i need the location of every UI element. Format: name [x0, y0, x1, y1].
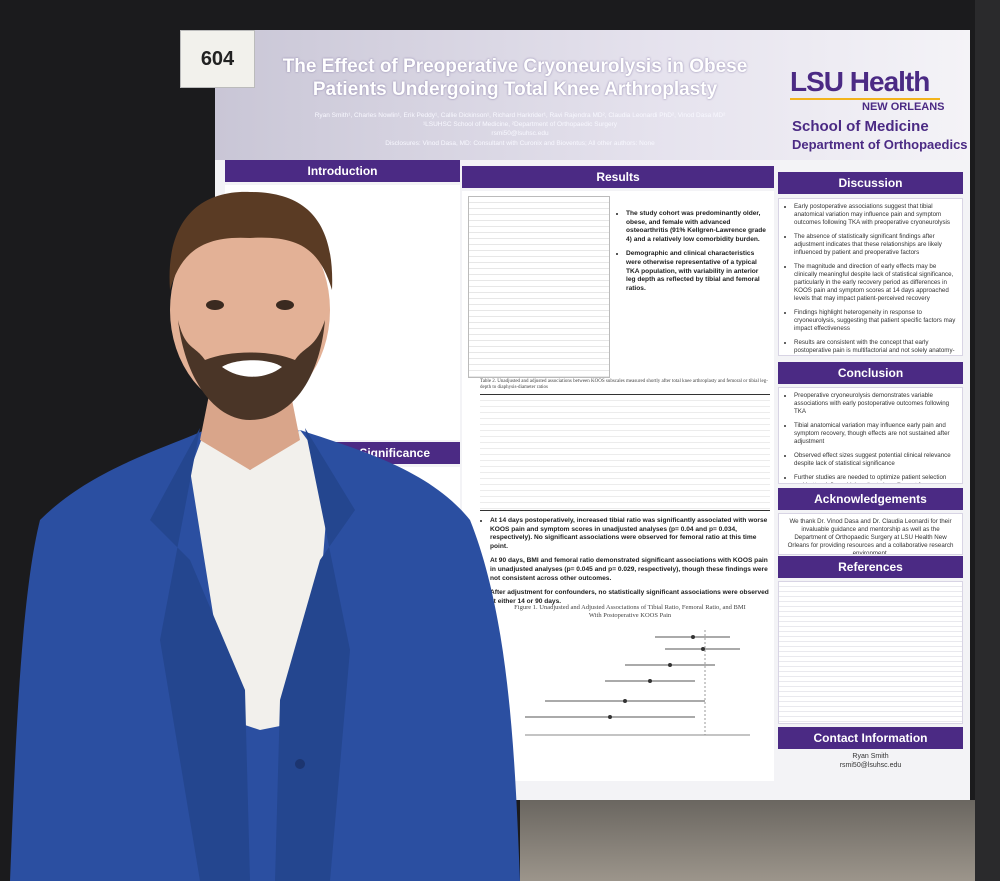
references-box — [778, 581, 963, 724]
section-heading: Results — [462, 166, 774, 188]
floor — [520, 800, 1000, 881]
bullet: At 14 days postoperatively, increased ti… — [490, 517, 770, 551]
bullet: Results are consistent with the concept … — [794, 339, 956, 355]
bullet: Tibial anatomical variation may influenc… — [794, 422, 956, 446]
disclosures: Disclosures: Vinod Dasa, MD: Consultant … — [385, 140, 655, 147]
acknowledgements-text: We thank Dr. Vinod Dasa and Dr. Claudia … — [778, 513, 963, 555]
bullet: Demographic and clinical characteristics… — [626, 250, 766, 293]
bullet: After adjustment for confounders, no sta… — [490, 589, 770, 606]
figure-caption: Figure 1. Unadjusted and Adjusted Associ… — [514, 604, 746, 619]
discussion-box: Early postoperative associations suggest… — [778, 198, 963, 356]
bullet: The study cohort was predominantly older… — [626, 210, 766, 244]
logo-school: School of Medicine — [792, 118, 929, 135]
results-bullets: At 14 days postoperatively, increased ti… — [480, 517, 770, 612]
bullet: The magnitude and direction of early eff… — [794, 263, 956, 303]
conclusion-box: Preoperative cryoneurolysis demonstrates… — [778, 387, 963, 484]
bullet: Preoperative cryoneurolysis demonstrates… — [794, 392, 956, 416]
contact-name: Ryan Smith — [852, 753, 889, 760]
bullet-list: The study cohort was predominantly older… — [616, 210, 766, 293]
bullet: Findings highlight heterogeneity in resp… — [794, 309, 956, 333]
figure-1 — [525, 630, 750, 736]
affiliations: ¹LSUHSC School of Medicine, ²Department … — [422, 121, 617, 128]
bullet: The absence of statistically significant… — [794, 233, 956, 257]
results-bullets: The study cohort was predominantly older… — [616, 210, 766, 299]
poster-number: 604 — [180, 30, 255, 88]
bullet: Early postoperative associations suggest… — [794, 203, 956, 227]
logo-brand: LSU Health — [790, 66, 930, 97]
authors: Ryan Smith¹, Charles Nowlin¹, Erik Peddy… — [314, 112, 726, 119]
logo-rule — [790, 98, 940, 100]
table-caption: Table 2. Unadjusted and adjusted associa… — [480, 379, 768, 390]
bullet: Further studies are needed to optimize p… — [794, 474, 956, 483]
section-heading: Discussion — [778, 172, 963, 194]
table-2 — [480, 394, 770, 511]
poster-title: The Effect of Preoperative Cryoneurolysi… — [282, 56, 748, 100]
bullet-list: Preoperative cryoneurolysis demonstrates… — [785, 392, 956, 483]
bullet-list: Early postoperative associations suggest… — [785, 203, 956, 355]
section-heading: Introduction — [225, 160, 460, 182]
table-1 — [468, 196, 610, 378]
poster-header — [215, 30, 970, 160]
easel-edge — [975, 0, 1000, 881]
bullet-list: At 14 days postoperatively, increased ti… — [480, 517, 770, 606]
logo-city: NEW ORLEANS — [862, 101, 945, 113]
email: rsmi50@lsuhsc.edu — [491, 130, 549, 137]
section-heading: Acknowledgements — [778, 488, 963, 510]
contact-email: rsmi50@lsuhsc.edu — [839, 762, 902, 769]
section-heading: Conclusion — [778, 362, 963, 384]
section-heading: Contact Information — [778, 727, 963, 749]
section-heading: References — [778, 556, 963, 578]
bullet: At 90 days, BMI and femoral ratio demons… — [490, 557, 770, 583]
bullet: Observed effect sizes suggest potential … — [794, 452, 956, 468]
logo-department: Department of Orthopaedics — [792, 137, 968, 152]
